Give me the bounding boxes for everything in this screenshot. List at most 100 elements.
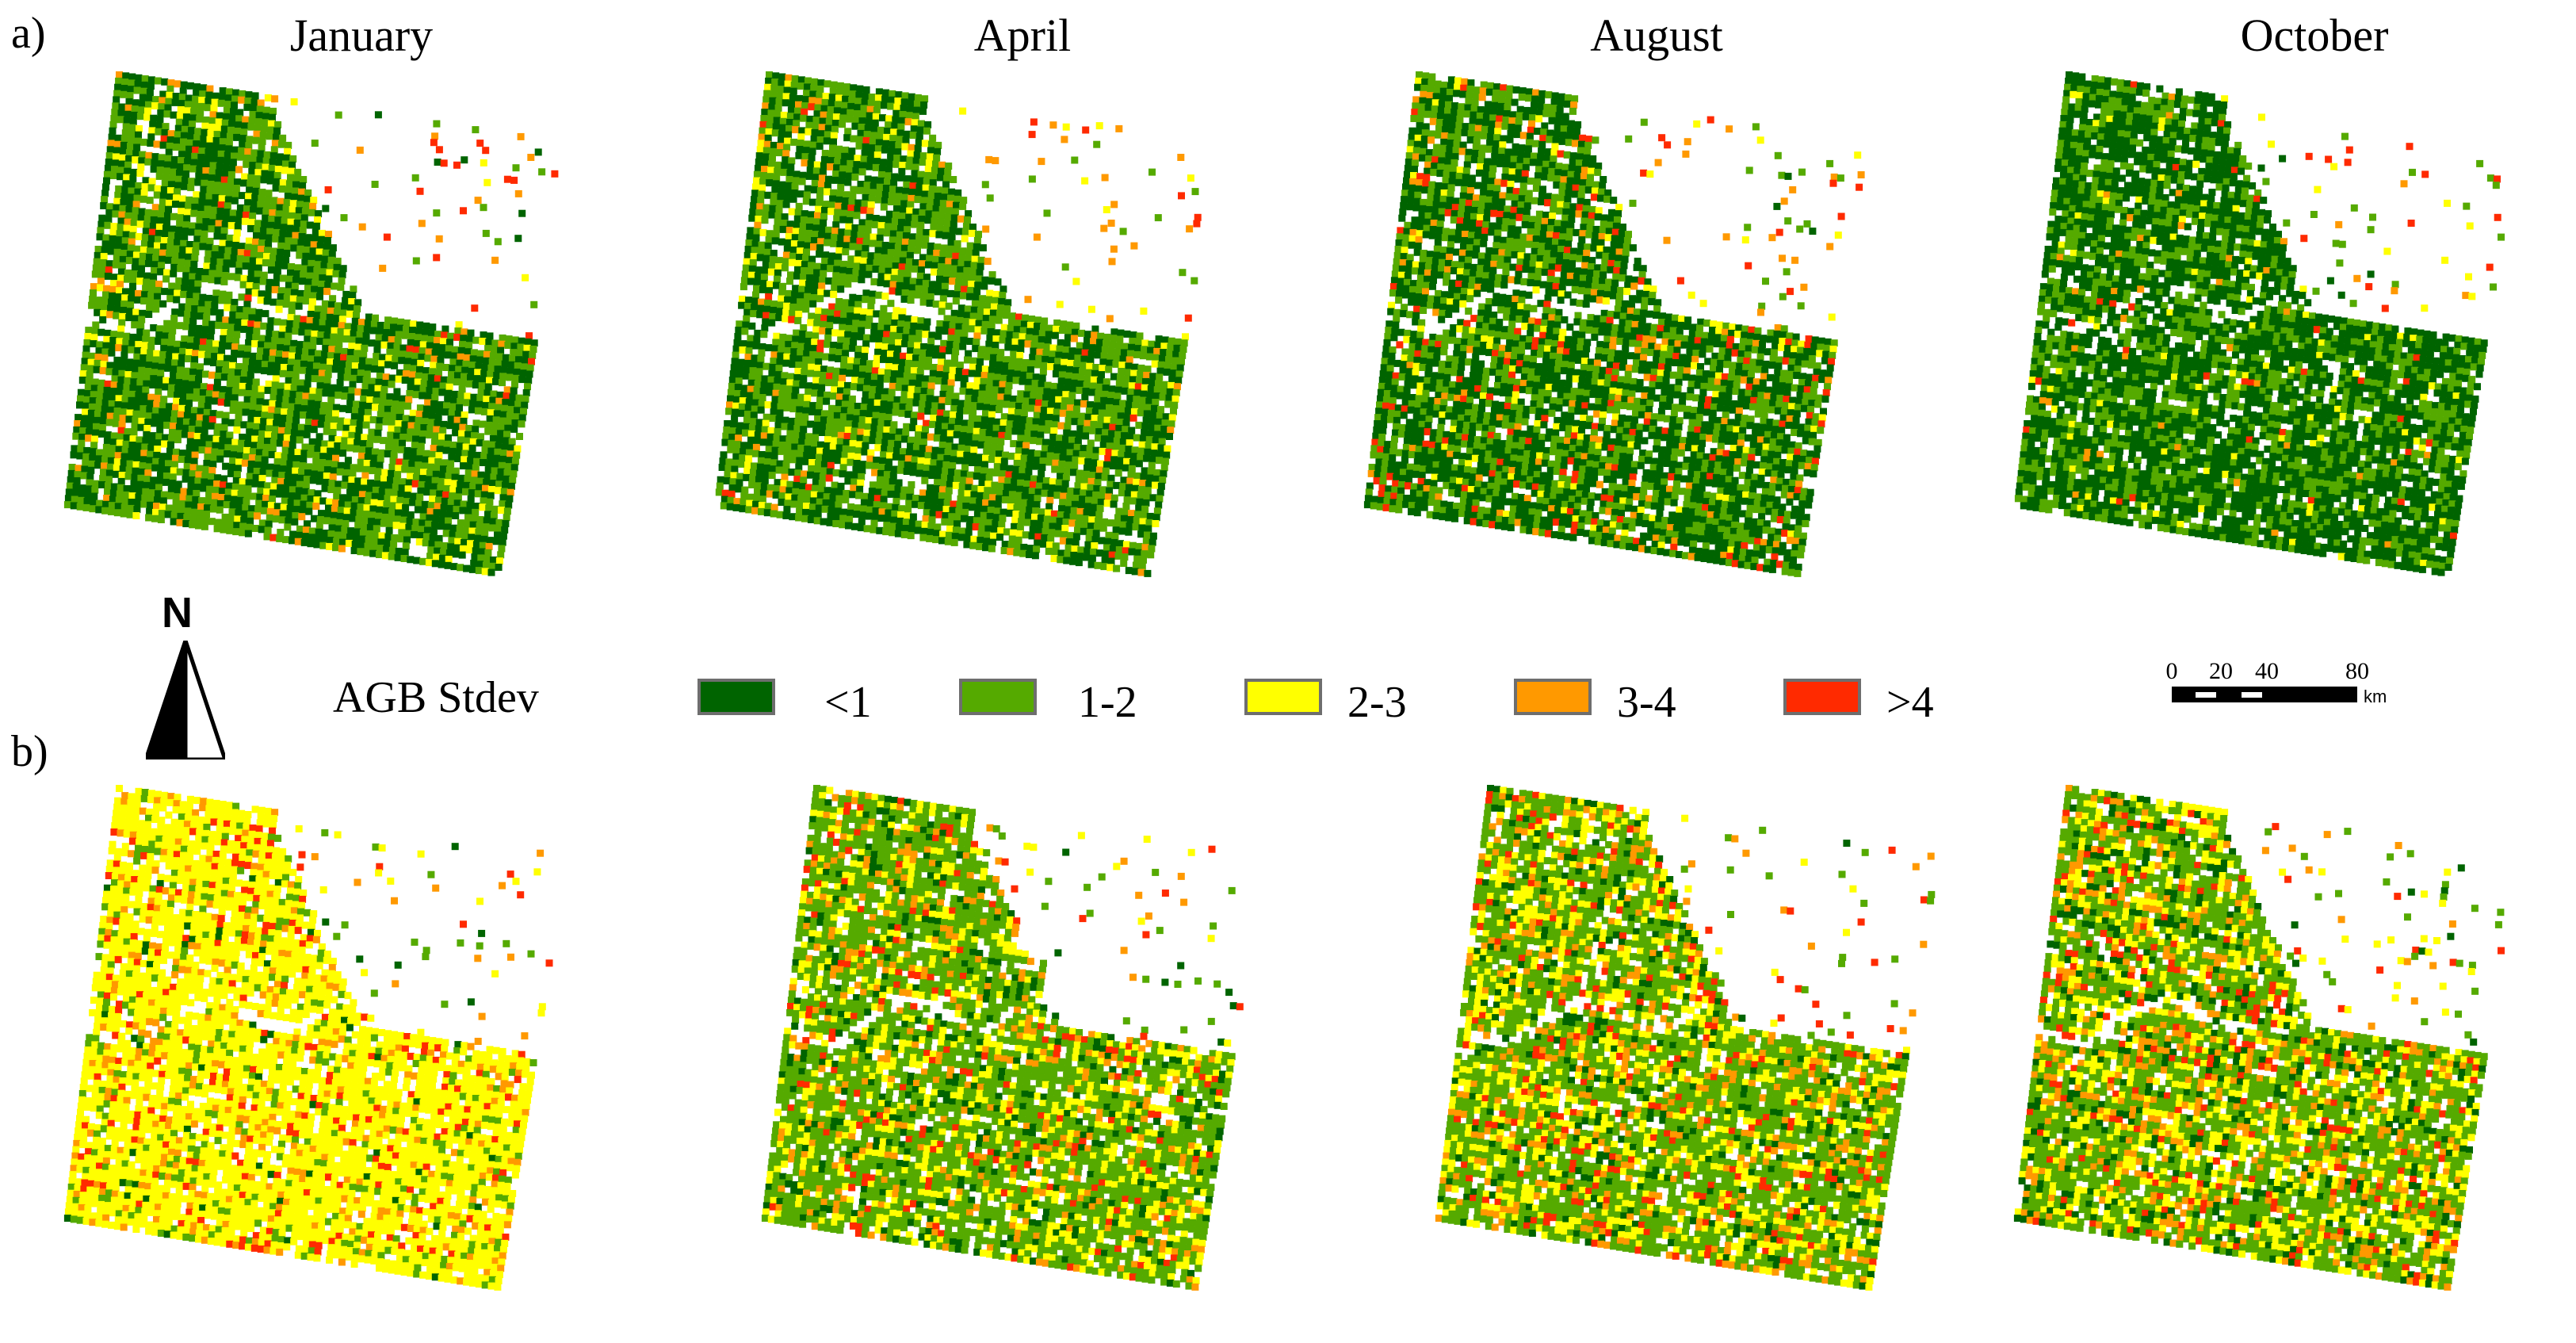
map-pixel	[461, 156, 468, 164]
map-pixel	[805, 439, 812, 447]
map-pixel	[147, 501, 155, 509]
map-pixel	[832, 170, 840, 178]
map-pixel	[270, 146, 278, 154]
map-pixel	[308, 304, 315, 312]
map-pixel	[771, 237, 779, 245]
map-pixel	[406, 390, 414, 397]
map-pixel	[861, 397, 869, 405]
map-pixel	[795, 412, 803, 420]
map-pixel	[82, 503, 90, 511]
map-pixel	[732, 345, 740, 353]
map-pixel	[295, 531, 303, 539]
map-pixel	[851, 122, 859, 130]
map-pixel	[198, 395, 206, 403]
map-pixel	[206, 384, 214, 392]
map-pixel	[235, 414, 243, 422]
map-pixel	[847, 407, 854, 415]
map-pixel	[117, 325, 125, 333]
map-pixel	[373, 346, 381, 354]
map-pixel	[490, 390, 498, 398]
map-pixel	[862, 391, 869, 399]
map-pixel	[480, 459, 487, 466]
map-pixel	[731, 465, 739, 473]
map-pixel	[199, 90, 207, 98]
map-pixel	[807, 369, 815, 377]
map-pixel	[105, 476, 113, 484]
map-pixel	[187, 285, 195, 293]
map-pixel	[816, 193, 824, 201]
map-pixel	[259, 277, 267, 285]
map-pixel	[243, 446, 250, 454]
map-pixel	[730, 472, 738, 480]
map-pixel	[176, 518, 184, 526]
map-pixel	[114, 242, 122, 250]
map-pixel	[765, 128, 773, 136]
map-pixel	[129, 435, 137, 443]
map-pixel	[518, 337, 526, 345]
map-pixel	[785, 289, 793, 297]
map-pixel	[754, 381, 762, 388]
map-pixel	[883, 133, 891, 141]
map-pixel	[815, 307, 823, 315]
map-pixel	[328, 390, 336, 398]
map-pixel	[285, 180, 293, 188]
map-pixel	[770, 198, 778, 206]
map-pixel	[752, 392, 760, 400]
map-pixel	[333, 448, 341, 456]
map-pixel	[268, 451, 276, 458]
map-pixel	[348, 476, 356, 484]
map-pixel	[834, 310, 842, 318]
map-pixel	[822, 353, 830, 361]
map-pixel	[398, 484, 406, 492]
map-pixel	[203, 262, 211, 270]
map-pixel	[327, 537, 334, 545]
map-pixel	[740, 385, 748, 392]
map-pixel	[824, 80, 831, 88]
map-pixel	[819, 168, 827, 176]
map-pixel	[308, 209, 315, 216]
map-pixel	[342, 424, 350, 432]
map-pixel	[342, 475, 350, 483]
map-pixel	[817, 441, 824, 449]
map-pixel	[308, 444, 315, 452]
map-pixel	[177, 417, 184, 425]
map-pixel	[149, 432, 157, 440]
map-pixel	[356, 376, 364, 384]
map-pixel	[106, 146, 114, 154]
map-pixel	[248, 314, 256, 322]
map-pixel	[387, 515, 395, 522]
map-pixel	[907, 150, 915, 158]
map-pixel	[95, 506, 103, 514]
map-pixel	[881, 350, 889, 358]
map-pixel	[121, 186, 129, 194]
map-pixel	[901, 193, 909, 201]
map-pixel	[96, 392, 104, 400]
map-pixel	[463, 437, 471, 445]
map-pixel	[814, 415, 822, 423]
map-pixel	[336, 468, 344, 476]
map-pixel	[338, 545, 346, 553]
map-pixel	[784, 499, 792, 507]
map-pixel	[768, 103, 776, 111]
map-pixel	[438, 472, 446, 480]
map-pixel	[279, 274, 287, 282]
map-pixel	[192, 248, 200, 256]
map-pixel	[878, 412, 886, 420]
map-pixel	[90, 391, 97, 399]
map-pixel	[344, 367, 352, 375]
map-pixel	[352, 534, 360, 542]
map-pixel	[328, 480, 336, 488]
map-pixel	[774, 422, 782, 430]
map-pixel	[743, 251, 751, 259]
map-pixel	[252, 378, 260, 386]
map-pixel	[118, 420, 126, 428]
map-pixel	[246, 281, 254, 289]
map-pixel	[374, 474, 382, 482]
map-pixel	[773, 434, 781, 442]
map-pixel	[311, 464, 319, 472]
map-pixel	[885, 166, 892, 174]
map-pixel	[117, 274, 124, 282]
map-pixel	[154, 496, 161, 504]
map-pixel	[413, 340, 421, 348]
map-pixel	[318, 281, 326, 288]
